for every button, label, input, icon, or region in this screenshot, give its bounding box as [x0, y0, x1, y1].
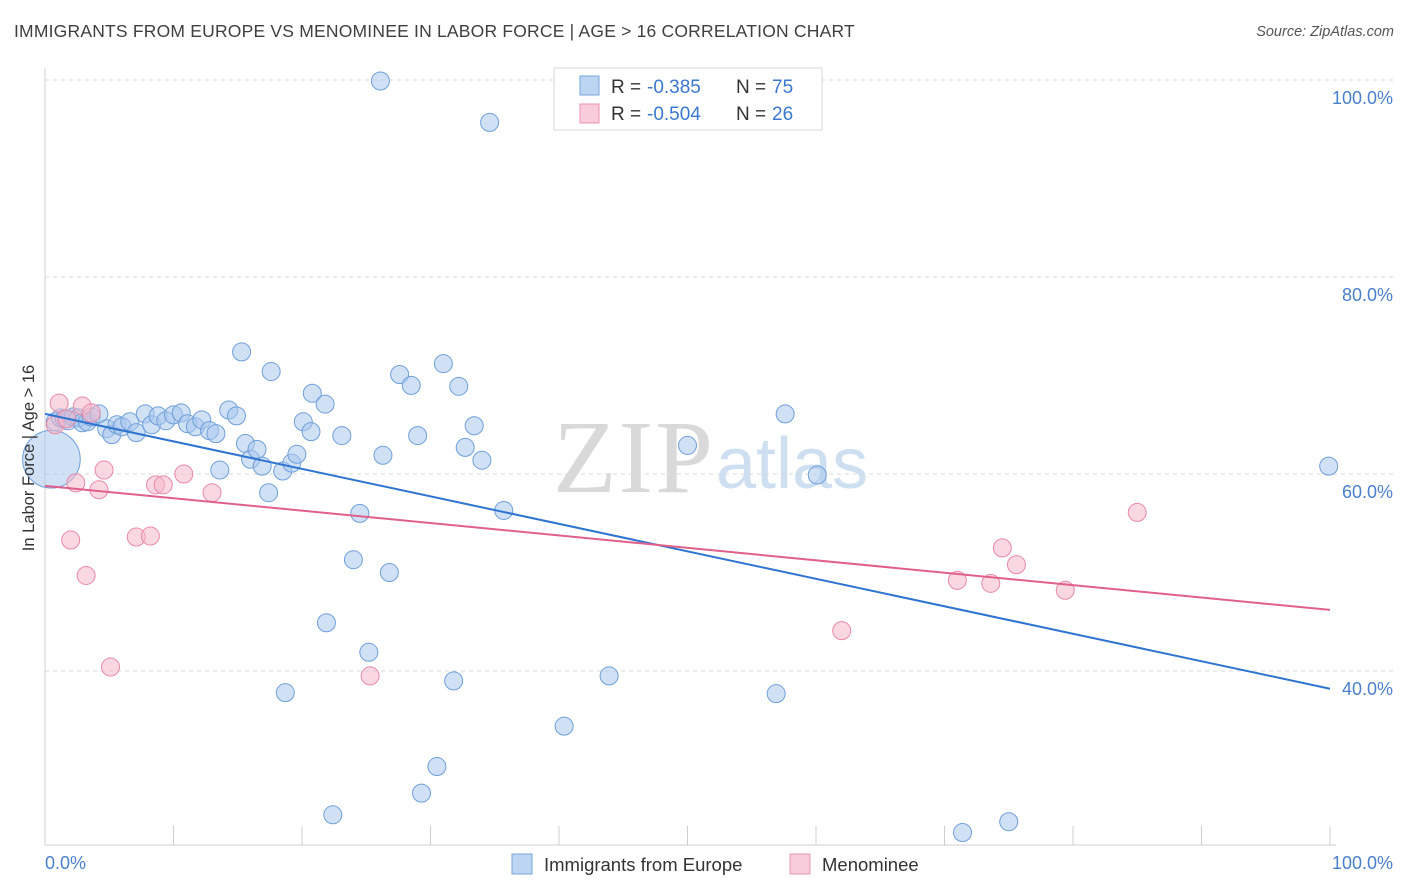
- legend-r-label-1: R =: [611, 77, 641, 98]
- watermark-zip: ZIP: [553, 400, 715, 515]
- y-tick-labels: 40.0% 60.0% 80.0% 100.0%: [1332, 88, 1393, 699]
- immigrants-point-73: [775, 404, 795, 424]
- immigrants-point-59: [464, 416, 484, 436]
- menominee-point-4: [61, 530, 81, 550]
- legend-n-label-2: N =: [736, 104, 766, 125]
- immigrants-point-47: [343, 550, 363, 570]
- menominee-point-20: [947, 570, 967, 590]
- correlation-legend: R = -0.385 N = 75 R = -0.504 N = 26: [553, 67, 823, 131]
- menominee-point-10: [94, 460, 114, 480]
- immigrants-point-44: [302, 383, 322, 403]
- series-menominee-points: [45, 393, 1147, 686]
- menominee-point-23: [1006, 555, 1026, 575]
- immigrants-point-29: [210, 460, 230, 480]
- immigrants-point-45: [315, 394, 335, 414]
- x-tick-label-min: 0.0%: [45, 853, 86, 873]
- immigrants-point-58: [455, 437, 475, 457]
- y-tick-label-80: 80.0%: [1342, 285, 1393, 305]
- y-tick-label-60: 60.0%: [1342, 482, 1393, 502]
- immigrants-point-60: [472, 450, 492, 470]
- menominee-point-11: [101, 657, 121, 677]
- menominee-point-8: [81, 403, 101, 423]
- menominee-point-18: [360, 666, 380, 686]
- immigrants-point-61: [316, 613, 336, 633]
- immigrants-point-66: [370, 71, 390, 91]
- immigrants-point-56: [444, 671, 464, 691]
- immigrants-point-46: [332, 426, 352, 446]
- immigrants-point-63: [323, 805, 343, 825]
- immigrants-point-32: [232, 342, 252, 362]
- legend-swatch-blue: [579, 75, 600, 96]
- watermark-atlas: atlas: [716, 424, 868, 504]
- immigrants-point-54: [408, 426, 428, 446]
- legend-n-label-1: N =: [736, 77, 766, 98]
- immigrants-point-35: [247, 439, 267, 459]
- immigrants-point-50: [373, 445, 393, 465]
- menominee-point-19: [832, 621, 852, 641]
- bottom-legend-swatch-pink: [789, 853, 811, 875]
- x-ticks: [173, 826, 1331, 845]
- legend-r-value-2: -0.504: [647, 104, 701, 125]
- immigrants-point-75: [952, 823, 972, 843]
- immigrants-point-71: [678, 435, 697, 455]
- menominee-point-22: [992, 538, 1012, 558]
- menominee-point-25: [1127, 502, 1147, 522]
- immigrants-point-76: [999, 812, 1019, 832]
- menominee-point-7: [76, 565, 96, 585]
- immigrants-point-64: [427, 757, 447, 777]
- immigrants-point-69: [554, 716, 574, 736]
- legend-r-value-1: -0.385: [647, 77, 701, 98]
- trend-line-menominee: [44, 484, 1331, 611]
- immigrants-point-37: [259, 483, 279, 503]
- immigrants-point-77: [1319, 456, 1339, 476]
- immigrants-point-49: [359, 642, 379, 662]
- menominee-point-16: [174, 464, 194, 484]
- legend-n-value-1: 75: [772, 77, 793, 98]
- y-tick-label-40: 40.0%: [1342, 679, 1393, 699]
- immigrants-point-43: [301, 422, 321, 442]
- menominee-point-2: [49, 393, 69, 413]
- trend-line-immigrants: [44, 412, 1331, 690]
- immigrants-point-38: [261, 362, 281, 382]
- x-tick-label-max: 100.0%: [1332, 853, 1393, 873]
- immigrants-point-41: [287, 444, 307, 464]
- immigrants-point-70: [599, 666, 619, 686]
- immigrants-point-74: [807, 465, 827, 485]
- immigrants-point-31: [226, 406, 246, 426]
- legend-swatch-pink: [579, 103, 600, 124]
- menominee-point-21: [981, 573, 1001, 593]
- y-axis-title: In Labor Force | Age > 16: [20, 365, 38, 551]
- chart-title: IMMIGRANTS FROM EUROPE VS MENOMINEE IN L…: [14, 21, 855, 41]
- trend-lines: [44, 412, 1331, 690]
- menominee-point-15: [153, 475, 173, 495]
- source-credit: Source: ZipAtlas.com: [1256, 24, 1394, 40]
- legend-n-value-2: 26: [772, 104, 793, 125]
- immigrants-point-28: [206, 424, 226, 444]
- bottom-legend-swatch-blue: [511, 853, 533, 875]
- immigrants-point-65: [412, 783, 432, 803]
- immigrants-point-67: [480, 112, 500, 132]
- menominee-point-17: [202, 483, 222, 503]
- bottom-legend-label-2: Menominee: [822, 854, 919, 875]
- immigrants-point-48: [350, 503, 370, 523]
- immigrants-point-51: [379, 563, 399, 582]
- immigrants-point-72: [766, 684, 786, 704]
- series-legend: Immigrants from Europe Menominee: [511, 853, 919, 875]
- immigrants-point-55: [433, 354, 453, 374]
- bottom-legend-label-1: Immigrants from Europe: [544, 854, 742, 875]
- immigrants-point-53: [401, 375, 421, 395]
- gridlines: [45, 79, 1393, 672]
- menominee-point-13: [140, 526, 160, 546]
- y-tick-label-100: 100.0%: [1332, 88, 1393, 108]
- legend-r-label-2: R =: [611, 104, 641, 125]
- immigrants-point-62: [275, 683, 295, 703]
- immigrants-point-57: [449, 376, 469, 396]
